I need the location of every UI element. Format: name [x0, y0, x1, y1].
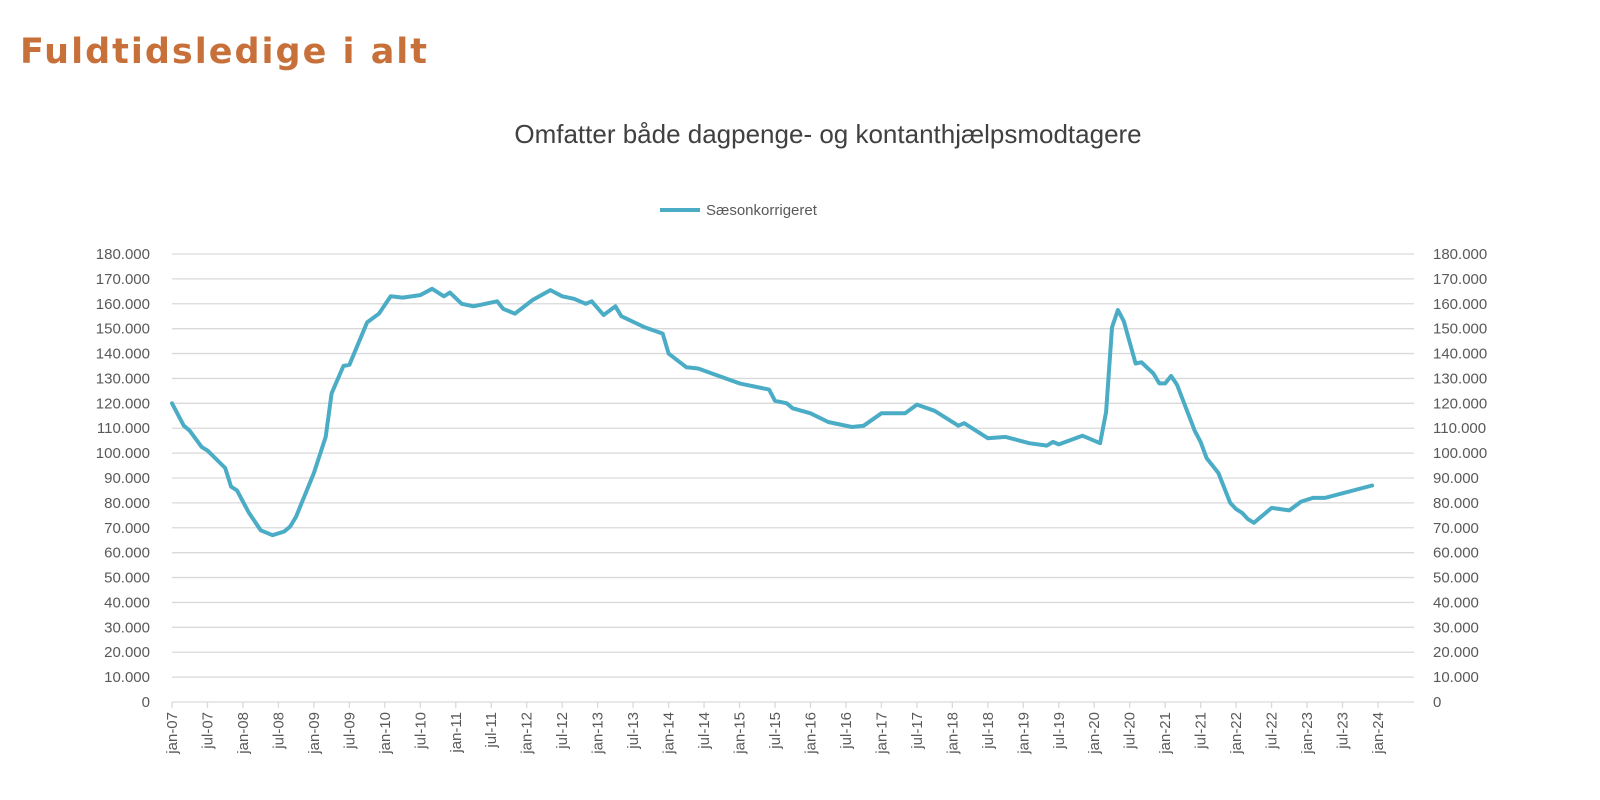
x-tick-label: jul-18 — [980, 712, 997, 750]
y-tick-label-left: 100.000 — [96, 445, 150, 462]
x-tick-label: jan-22 — [1228, 712, 1245, 755]
y-tick-label-right: 80.000 — [1433, 495, 1479, 512]
y-tick-label-right: 170.000 — [1433, 271, 1487, 288]
y-tick-label-left: 130.000 — [96, 370, 150, 387]
x-tick-label: jul-16 — [838, 712, 855, 750]
y-tick-label-right: 60.000 — [1433, 545, 1479, 562]
y-tick-label-left: 160.000 — [96, 296, 150, 313]
x-tick-label: jan-24 — [1370, 712, 1387, 755]
x-tick-label: jan-18 — [944, 712, 961, 755]
y-tick-label-left: 60.000 — [104, 545, 150, 562]
x-tick-label: jul-23 — [1335, 712, 1352, 750]
x-tick-label: jan-08 — [235, 712, 252, 755]
x-tick-label: jan-19 — [1015, 712, 1032, 755]
x-tick-label: jul-11 — [483, 712, 500, 749]
y-tick-label-right: 180.000 — [1433, 246, 1487, 263]
y-tick-label-left: 0 — [142, 694, 150, 711]
x-tick-label: jul-15 — [767, 712, 784, 750]
y-tick-label-left: 90.000 — [104, 470, 150, 487]
y-tick-label-left: 70.000 — [104, 520, 150, 537]
y-tick-label-right: 150.000 — [1433, 321, 1487, 338]
y-tick-label-right: 120.000 — [1433, 395, 1487, 412]
y-tick-label-left: 120.000 — [96, 395, 150, 412]
y-tick-label-left: 50.000 — [104, 570, 150, 587]
x-tick-label: jan-15 — [732, 712, 749, 755]
y-tick-label-left: 20.000 — [104, 644, 150, 661]
x-tick-label: jul-12 — [554, 712, 571, 750]
x-tick-label: jul-17 — [909, 712, 926, 750]
x-tick-label: jan-07 — [164, 712, 181, 755]
x-tick-label: jan-13 — [590, 712, 607, 755]
y-tick-label-left: 40.000 — [104, 594, 150, 611]
y-tick-label-left: 140.000 — [96, 346, 150, 363]
x-tick-label: jul-09 — [341, 712, 358, 750]
x-tick-label: jul-07 — [199, 712, 216, 750]
x-tick-label: jul-21 — [1193, 712, 1210, 750]
x-tick-label: jul-19 — [1051, 712, 1068, 750]
x-tick-label: jan-14 — [661, 712, 678, 755]
x-tick-label: jul-13 — [625, 712, 642, 750]
y-tick-label-right: 160.000 — [1433, 296, 1487, 313]
y-tick-label-right: 20.000 — [1433, 644, 1479, 661]
chart-title: Omfatter både dagpenge- og kontanthjælps… — [514, 119, 1141, 149]
y-tick-label-right: 130.000 — [1433, 370, 1487, 387]
y-tick-label-left: 30.000 — [104, 619, 150, 636]
y-tick-label-left: 10.000 — [104, 669, 150, 686]
legend-label: Sæsonkorrigeret — [706, 202, 818, 219]
y-tick-label-left: 80.000 — [104, 495, 150, 512]
x-tick-label: jan-23 — [1299, 712, 1316, 755]
y-tick-label-right: 30.000 — [1433, 619, 1479, 636]
x-tick-label: jul-22 — [1264, 712, 1281, 750]
y-tick-label-right: 110.000 — [1433, 420, 1486, 437]
y-tick-label-right: 0 — [1433, 694, 1441, 711]
y-tick-label-right: 70.000 — [1433, 520, 1479, 537]
y-tick-label-right: 100.000 — [1433, 445, 1487, 462]
x-tick-label: jul-10 — [412, 712, 429, 750]
y-tick-label-right: 50.000 — [1433, 570, 1479, 587]
y-tick-label-right: 140.000 — [1433, 346, 1487, 363]
x-tick-label: jan-10 — [377, 712, 394, 755]
x-tick-label: jul-20 — [1122, 712, 1139, 750]
x-tick-label: jan-20 — [1086, 712, 1103, 755]
x-tick-label: jan-17 — [873, 712, 890, 755]
x-tick-label: jan-09 — [306, 712, 323, 755]
y-tick-label-right: 90.000 — [1433, 470, 1479, 487]
y-tick-label-left: 180.000 — [96, 246, 150, 263]
y-tick-label-right: 40.000 — [1433, 594, 1479, 611]
x-tick-label: jan-21 — [1157, 712, 1174, 755]
y-tick-label-left: 170.000 — [96, 271, 150, 288]
y-tick-label-right: 10.000 — [1433, 669, 1479, 686]
page-title: Fuldtidsledige i alt — [20, 32, 430, 72]
x-tick-label: jul-14 — [696, 712, 713, 750]
legend: Sæsonkorrigeret — [660, 202, 818, 219]
x-tick-label: jan-16 — [802, 712, 819, 755]
y-tick-label-left: 110.000 — [97, 420, 150, 437]
y-tick-label-left: 150.000 — [96, 321, 150, 338]
x-tick-label: jul-08 — [270, 712, 287, 750]
series-line-saesonkorrigeret — [170, 286, 1375, 538]
x-tick-label: jan-12 — [519, 712, 536, 755]
x-tick-label: jan-11 — [448, 712, 465, 754]
